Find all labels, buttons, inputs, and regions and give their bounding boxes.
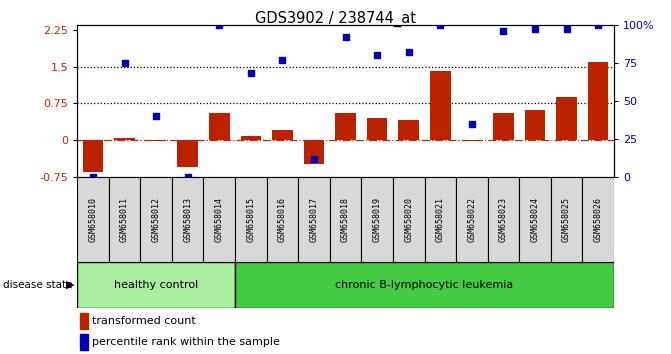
Point	[403, 49, 414, 55]
Text: GSM658019: GSM658019	[372, 197, 382, 242]
Text: GDS3902 / 238744_at: GDS3902 / 238744_at	[255, 11, 416, 27]
Point	[183, 174, 193, 180]
Bar	[203, 177, 235, 262]
Text: GSM658014: GSM658014	[215, 197, 223, 242]
Bar	[177, 140, 198, 167]
Bar	[493, 113, 514, 140]
Bar	[235, 177, 266, 262]
Text: GSM658021: GSM658021	[435, 197, 445, 242]
Bar	[140, 177, 172, 262]
Point	[88, 174, 99, 180]
Bar	[456, 177, 488, 262]
Text: GSM658011: GSM658011	[120, 197, 129, 242]
Text: GSM658018: GSM658018	[341, 197, 350, 242]
Text: GSM658024: GSM658024	[531, 197, 539, 242]
Text: healthy control: healthy control	[114, 280, 198, 290]
Text: GSM658026: GSM658026	[594, 197, 603, 242]
Bar	[582, 177, 614, 262]
Bar	[393, 177, 425, 262]
Text: percentile rank within the sample: percentile rank within the sample	[92, 337, 280, 348]
Text: GSM658023: GSM658023	[499, 197, 508, 242]
Bar	[329, 177, 362, 262]
Bar	[172, 177, 203, 262]
Bar	[519, 177, 551, 262]
Bar	[209, 113, 229, 140]
Text: GSM658010: GSM658010	[89, 197, 97, 242]
Bar	[336, 113, 356, 140]
Text: disease state: disease state	[3, 280, 73, 290]
Point	[466, 121, 477, 126]
Bar	[462, 140, 482, 141]
Bar	[77, 262, 235, 308]
Point	[529, 27, 540, 32]
Bar	[367, 118, 387, 140]
Point	[277, 57, 288, 63]
Text: chronic B-lymphocytic leukemia: chronic B-lymphocytic leukemia	[336, 280, 513, 290]
Bar	[298, 177, 329, 262]
Point	[561, 27, 572, 32]
Bar	[488, 177, 519, 262]
Bar	[77, 177, 109, 262]
Bar	[83, 140, 103, 172]
Bar	[551, 177, 582, 262]
Point	[340, 34, 351, 40]
Bar	[556, 97, 577, 140]
Bar	[266, 177, 298, 262]
Point	[214, 22, 225, 28]
Bar	[80, 334, 89, 350]
Point	[498, 28, 509, 34]
Text: ▶: ▶	[66, 280, 74, 290]
Text: transformed count: transformed count	[92, 316, 196, 326]
Text: GSM658017: GSM658017	[309, 197, 319, 242]
Text: GSM658025: GSM658025	[562, 197, 571, 242]
Text: GSM658012: GSM658012	[152, 197, 160, 242]
Text: GSM658013: GSM658013	[183, 197, 192, 242]
Bar	[525, 110, 546, 140]
Bar	[304, 140, 324, 164]
Bar	[425, 177, 456, 262]
Point	[151, 113, 162, 119]
Text: GSM658015: GSM658015	[246, 197, 256, 242]
Bar	[588, 62, 609, 140]
Text: GSM658016: GSM658016	[278, 197, 287, 242]
Point	[435, 22, 446, 28]
Bar	[109, 177, 140, 262]
Bar	[362, 177, 393, 262]
Bar	[272, 130, 293, 140]
Text: GSM658022: GSM658022	[468, 197, 476, 242]
Bar	[399, 120, 419, 140]
Bar	[80, 313, 89, 329]
Bar	[430, 72, 450, 140]
Bar	[146, 140, 166, 141]
Point	[372, 52, 382, 58]
Point	[592, 22, 603, 28]
Point	[246, 71, 256, 76]
Text: GSM658020: GSM658020	[404, 197, 413, 242]
Bar	[241, 136, 261, 140]
Bar	[114, 138, 135, 140]
Point	[119, 60, 130, 66]
Bar	[235, 262, 614, 308]
Point	[309, 156, 319, 161]
